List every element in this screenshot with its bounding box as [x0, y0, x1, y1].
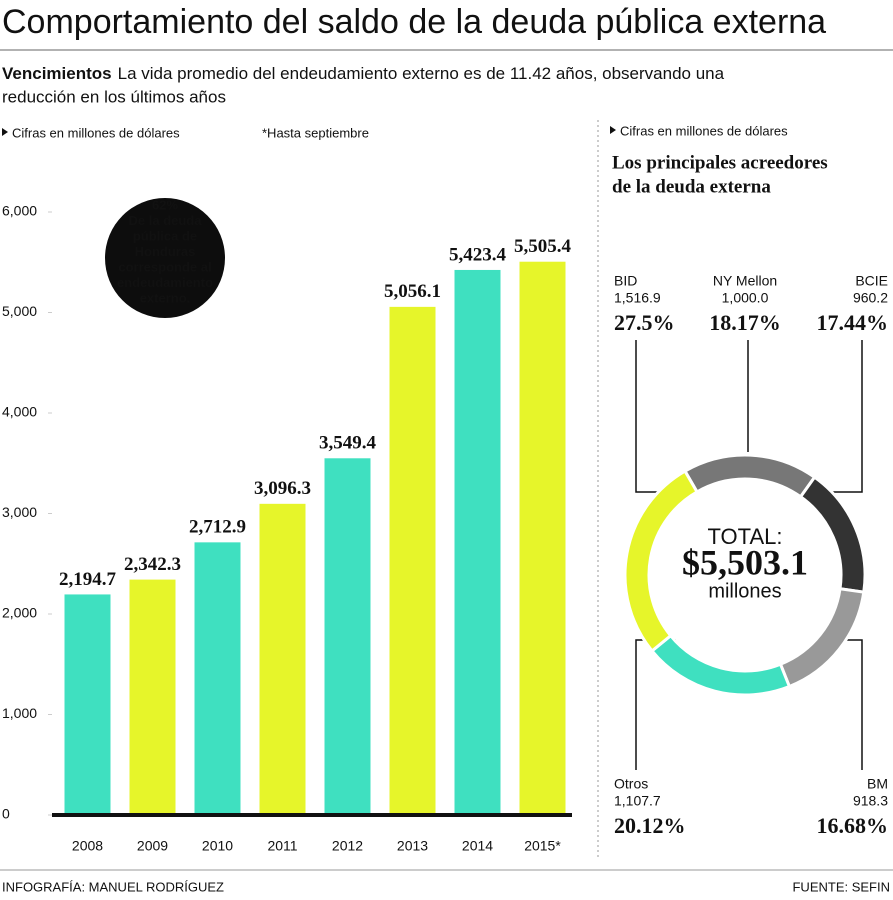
callout-text: externo. — [140, 290, 191, 305]
legend-label: Otros — [614, 776, 648, 792]
x-tick-label: 2011 — [267, 838, 297, 854]
value-label: 918.3 — [853, 793, 888, 809]
callout-circle — [105, 198, 225, 318]
bar — [324, 458, 371, 815]
value-label: 3,096.3 — [254, 478, 311, 499]
bullet — [610, 126, 616, 134]
callout-text: De la deuda — [129, 213, 203, 228]
x-tick-label: 2009 — [137, 838, 168, 854]
bar — [454, 269, 501, 815]
value-label: 5,505.4 — [514, 236, 572, 257]
total-value: $5,503.1 — [682, 542, 808, 582]
y-tick-label: 3,000 — [2, 504, 37, 520]
callout-text: 62% — [152, 197, 178, 212]
bar — [389, 306, 436, 815]
source: FUENTE: SEFIN — [792, 879, 890, 894]
value-label: 2,342.3 — [124, 554, 181, 575]
bar — [64, 594, 111, 815]
value-label: 5,056.1 — [384, 281, 441, 302]
value-label: 2,194.7 — [59, 569, 117, 590]
lead: Vencimientos — [2, 64, 112, 83]
value-label: 960.2 — [853, 290, 888, 306]
x-tick-label: 2010 — [202, 838, 233, 854]
subtitle: reducción en los últimos años — [2, 87, 226, 106]
donut-segment — [778, 587, 866, 689]
note: Cifras en millones de dólares — [620, 123, 788, 138]
y-tick-label: 0 — [2, 806, 10, 822]
percent-label: 27.5% — [614, 310, 675, 335]
bullet — [2, 128, 8, 136]
bar — [259, 503, 306, 815]
donut-segment — [649, 633, 792, 697]
percent-label: 17.44% — [817, 310, 889, 335]
percent-label: 18.17% — [709, 310, 781, 335]
percent-label: 20.12% — [614, 813, 686, 838]
bar — [194, 542, 241, 815]
credit: INFOGRAFÍA: MANUEL RODRÍGUEZ — [2, 879, 224, 894]
callout-text: Honduras — [135, 244, 196, 259]
value-label: 2,712.9 — [189, 517, 246, 538]
callout-text: corresponde al — [118, 259, 211, 274]
pie-title: de la deuda externa — [612, 176, 771, 197]
x-tick-label: 2008 — [72, 838, 103, 854]
percent-label: 16.68% — [817, 813, 889, 838]
value-label: 1,516.9 — [614, 290, 661, 306]
legend-label: NY Mellon — [713, 273, 777, 289]
title: Comportamiento del saldo de la deuda púb… — [2, 3, 826, 41]
bar — [129, 579, 176, 815]
value-label: 1,000.0 — [722, 290, 769, 306]
x-tick-label: 2015* — [524, 838, 561, 854]
pie-title: Los principales acreedores — [612, 152, 828, 173]
y-tick-label: 6,000 — [2, 203, 37, 219]
value-label: 1,107.7 — [614, 793, 661, 809]
y-tick-label: 5,000 — [2, 303, 37, 319]
y-tick-label: 4,000 — [2, 404, 37, 420]
donut-segment — [798, 475, 867, 594]
y-tick-label: 1,000 — [2, 705, 37, 721]
x-tick-label: 2013 — [397, 838, 428, 854]
note: Cifras en millones de dólares — [12, 125, 180, 140]
y-tick-label: 2,000 — [2, 605, 37, 621]
x-tick-label: 2014 — [462, 838, 493, 854]
bar — [519, 261, 566, 816]
legend-label: BID — [614, 273, 637, 289]
x-tick-label: 2012 — [332, 838, 363, 854]
subtitle: Vencimientos La vida promedio del endeuda… — [2, 64, 725, 83]
legend-label: BCIE — [855, 273, 888, 289]
total-unit: millones — [708, 580, 781, 602]
donut-segment — [623, 469, 700, 654]
callout-text: endeudamiento — [117, 275, 213, 290]
total-label: TOTAL: — [708, 524, 783, 549]
footnote: *Hasta septiembre — [262, 125, 369, 140]
donut-segment — [682, 453, 817, 499]
callout-text: pública de — [133, 228, 197, 243]
subtitle-text: La vida promedio del endeudamiento exter… — [118, 64, 725, 83]
value-label: 5,423.4 — [449, 244, 507, 265]
value-label: 3,549.4 — [319, 433, 377, 454]
legend-label: BM — [867, 776, 888, 792]
